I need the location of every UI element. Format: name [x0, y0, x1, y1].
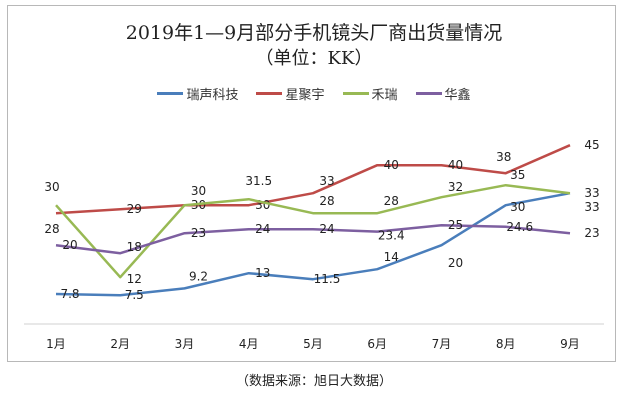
data-label: 30: [191, 184, 206, 198]
x-tick-label: 2月: [110, 337, 130, 351]
chart-subtitle: （单位：KK）: [255, 48, 373, 69]
data-label: 30: [191, 198, 206, 212]
x-tick-label: 1月: [46, 337, 66, 351]
legend-label: 瑞声科技: [186, 88, 239, 103]
series-line: [55, 191, 571, 297]
data-label: 38: [496, 150, 511, 164]
chart-frame: [7, 5, 616, 362]
legend: 瑞声科技 星聚宇 禾瑞 华鑫: [0, 84, 628, 103]
data-label: 40: [384, 158, 399, 172]
data-label: 40: [448, 158, 463, 172]
x-tick-label: 4月: [239, 337, 259, 351]
data-label: 13: [255, 266, 270, 280]
series-line: [55, 183, 571, 279]
legend-swatch: [256, 92, 283, 95]
data-label: 33: [319, 174, 334, 188]
legend-label: 星聚宇: [285, 88, 325, 103]
legend-item: 华鑫: [415, 84, 471, 103]
legend-label: 华鑫: [444, 88, 471, 103]
data-label: 11.5: [314, 272, 341, 286]
x-tick-label: 9月: [560, 337, 580, 351]
legend-label: 禾瑞: [371, 88, 398, 103]
data-label: 12: [127, 272, 142, 286]
data-label: 32: [448, 180, 463, 194]
legend-item: 星聚宇: [256, 84, 325, 103]
source-caption: （数据来源：旭日大数据）: [235, 374, 392, 389]
data-label: 20: [62, 238, 77, 252]
data-label: 9.2: [189, 269, 208, 283]
data-label: 7.5: [125, 288, 144, 302]
data-label: 35: [510, 168, 525, 182]
data-label: 30: [510, 200, 525, 214]
legend-swatch: [157, 92, 184, 95]
data-label: 31.5: [245, 174, 272, 188]
legend-item: 瑞声科技: [157, 84, 238, 103]
data-label: 30: [44, 180, 59, 194]
legend-item: 禾瑞: [342, 84, 398, 103]
data-label: 18: [127, 240, 142, 254]
data-label: 33: [584, 186, 599, 200]
data-label: 29: [127, 202, 142, 216]
data-label: 24: [255, 222, 270, 236]
legend-swatch: [342, 92, 369, 95]
data-label: 33: [584, 200, 599, 214]
data-label: 7.8: [60, 287, 79, 301]
data-label: 23: [191, 226, 206, 240]
legend-swatch: [415, 92, 442, 95]
x-tick-label: 7月: [432, 337, 452, 351]
data-label: 20: [448, 256, 463, 270]
data-label: 23.4: [378, 229, 405, 243]
x-tick-label: 5月: [303, 337, 323, 351]
chart-title: 2019年1—9月部分手机镜头厂商出货量情况: [125, 22, 503, 44]
data-label: 24: [319, 222, 334, 236]
x-tick-label: 3月: [175, 337, 195, 351]
data-label: 14: [384, 250, 399, 264]
x-tick-label: 6月: [367, 337, 387, 351]
data-label: 25: [448, 218, 463, 232]
data-label: 23: [584, 226, 599, 240]
x-tick-label: 8月: [496, 337, 516, 351]
data-label: 45: [584, 138, 599, 152]
series-line: [55, 144, 571, 215]
series-line: [55, 223, 571, 255]
data-label: 28: [319, 194, 334, 208]
data-label: 24.6: [506, 220, 533, 234]
data-label: 28: [44, 222, 59, 236]
data-label: 28: [384, 194, 399, 208]
